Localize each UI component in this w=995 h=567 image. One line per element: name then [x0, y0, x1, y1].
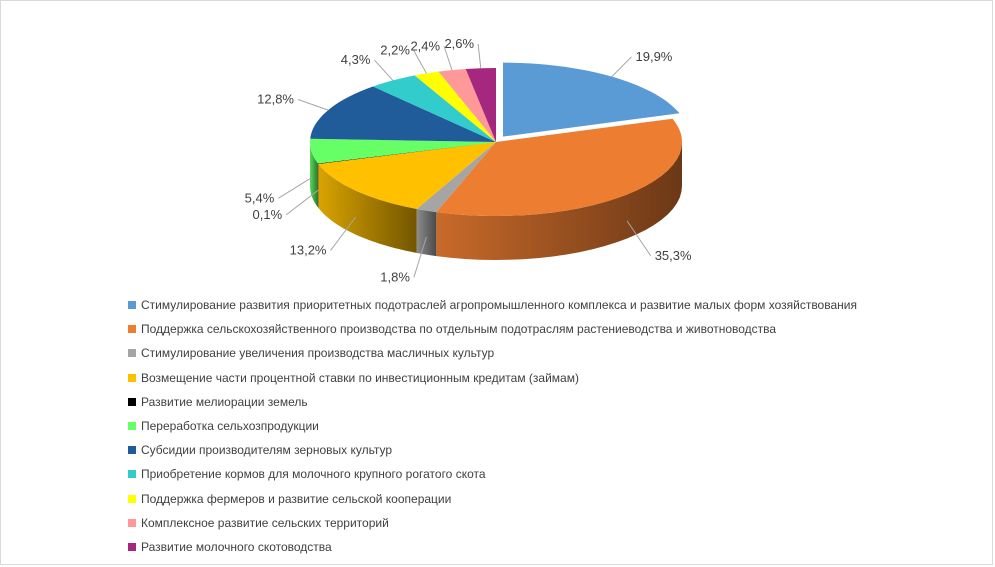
- leader-line-5: [285, 189, 319, 216]
- data-label-9: 2,2%: [380, 43, 410, 58]
- pie-sides: [310, 142, 682, 260]
- legend-item: Переработка сельхозпродукции: [128, 414, 857, 438]
- legend-label: Комплексное развитие сельских территорий: [141, 515, 389, 530]
- pie-labels: 19,9% 35,3% 1,8% 13,2% 0,1% 5,4% 12,8% 4,3% 2,2%…: [245, 36, 692, 284]
- legend-item: Развитие молочного скотоводства: [128, 535, 857, 559]
- legend-swatch: [128, 470, 136, 479]
- data-label-8: 4,3%: [341, 52, 371, 67]
- chart-legend: Стимулирование развития приоритетных под…: [128, 293, 857, 559]
- legend-swatch: [128, 518, 136, 527]
- data-label-11: 2,6%: [444, 36, 474, 51]
- legend-item: Комплексное развитие сельских территорий: [128, 511, 857, 535]
- pie-slice-10: [438, 69, 496, 142]
- legend-swatch: [128, 494, 136, 503]
- data-label-10: 2,4%: [410, 38, 440, 53]
- pie-side-3: [416, 209, 437, 257]
- legend-swatch: [128, 397, 136, 406]
- legend-label: Субсидии производителям зерновых культур: [141, 443, 393, 458]
- data-label-5: 0,1%: [253, 207, 283, 222]
- pie-slice-8: [373, 75, 496, 142]
- pie-tops: [310, 62, 682, 216]
- legend-label: Поддержка сельскохозяйственного производ…: [141, 322, 777, 337]
- leader-line-9: [413, 50, 427, 74]
- legend-label: Развитие мелиорации земель: [141, 394, 308, 409]
- data-label-1: 19,9%: [636, 49, 673, 64]
- pie-side-2: [436, 142, 682, 260]
- legend-item: Стимулирование развития приоритетных под…: [128, 293, 857, 317]
- legend-swatch: [128, 349, 136, 358]
- pie-side-4: [318, 164, 417, 253]
- leader-line-6: [278, 177, 312, 199]
- pie-side-6: [310, 142, 319, 208]
- pie-slice-3: [416, 142, 496, 213]
- leader-line-8: [374, 59, 394, 81]
- legend-swatch: [128, 301, 136, 310]
- legend-label: Возмещение части процентной ставки по ин…: [141, 370, 579, 385]
- legend-label: Стимулирование увеличения производства м…: [141, 346, 495, 361]
- legend-swatch: [128, 542, 136, 551]
- pie-slice-2: [436, 118, 682, 216]
- pie-slice-1: [503, 62, 680, 137]
- leader-line-2: [626, 220, 652, 257]
- pie-slice-4: [318, 142, 496, 209]
- legend-item: Поддержка сельскохозяйственного производ…: [128, 317, 857, 341]
- legend-label: Развитие молочного скотоводства: [141, 539, 332, 554]
- pie-slice-9: [414, 71, 496, 142]
- leader-line-4: [330, 216, 357, 251]
- legend-item: Развитие мелиорации земель: [128, 390, 857, 414]
- legend-label: Приобретение кормов для молочного крупно…: [141, 467, 486, 482]
- legend-swatch: [128, 325, 136, 334]
- legend-item: Стимулирование увеличения производства м…: [128, 341, 857, 365]
- legend-swatch: [128, 446, 136, 455]
- legend-swatch: [128, 373, 136, 382]
- pie-chart: 19,9% 35,3% 1,8% 13,2% 0,1% 5,4% 12,8% 4,3% 2,2%…: [245, 36, 692, 284]
- legend-item: Поддержка фермеров и развитие сельской к…: [128, 487, 857, 511]
- leader-line-1: [611, 56, 632, 77]
- leader-line-11: [477, 43, 482, 69]
- pie-slice-5: [318, 142, 496, 164]
- pie-slice-11: [465, 68, 496, 142]
- legend-item: Субсидии производителям зерновых культур: [128, 438, 857, 462]
- data-label-4: 13,2%: [290, 243, 327, 258]
- legend-label: Стимулирование развития приоритетных под…: [141, 298, 857, 313]
- legend-swatch: [128, 422, 136, 431]
- legend-label: Переработка сельхозпродукции: [141, 419, 319, 434]
- legend-item: Приобретение кормов для молочного крупно…: [128, 462, 857, 486]
- pie-slice-7: [310, 86, 496, 142]
- legend-item: Возмещение части процентной ставки по ин…: [128, 366, 857, 390]
- legend-label: Поддержка фермеров и развитие сельской к…: [141, 491, 452, 506]
- data-label-3: 1,8%: [380, 269, 410, 284]
- data-label-2: 35,3%: [655, 248, 692, 263]
- data-label-7: 12,8%: [257, 92, 294, 107]
- pie-slice-6: [310, 138, 496, 164]
- leader-line-10: [443, 46, 453, 71]
- leader-line-3: [413, 236, 427, 278]
- leader-line-7: [297, 99, 329, 111]
- data-label-6: 5,4%: [245, 190, 275, 205]
